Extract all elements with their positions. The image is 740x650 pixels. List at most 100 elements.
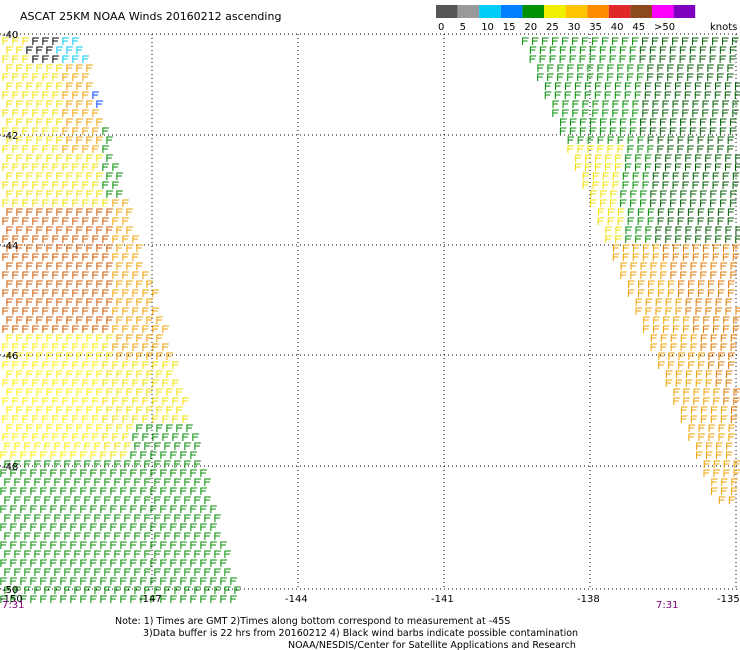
wind-barb	[665, 298, 673, 306]
wind-barb	[670, 271, 677, 279]
wind-barb	[12, 235, 19, 243]
wind-barb	[56, 154, 63, 162]
wind-barb	[152, 289, 159, 297]
wind-barb	[56, 316, 63, 324]
wind-barb	[72, 271, 79, 279]
wind-barb	[647, 73, 654, 81]
wind-barb	[617, 64, 624, 72]
wind-barb	[692, 181, 700, 189]
wind-barb	[2, 91, 9, 99]
wind-barb	[660, 199, 667, 207]
wind-barb	[597, 73, 604, 81]
wind-barb	[86, 388, 93, 396]
wind-barb	[26, 280, 33, 288]
wind-barb	[42, 37, 49, 45]
wind-barb	[160, 577, 167, 585]
wind-barb	[687, 289, 695, 297]
wind-barb	[140, 559, 147, 567]
wind-barb	[52, 91, 59, 99]
wind-barb	[16, 280, 23, 288]
wind-barb	[24, 478, 31, 486]
wind-barb	[665, 379, 673, 387]
wind-barb	[72, 433, 79, 441]
wind-barb	[46, 370, 53, 378]
wind-barb	[94, 514, 101, 522]
wind-barb	[162, 433, 169, 441]
wind-barb	[614, 82, 622, 90]
wind-barb	[124, 514, 131, 522]
wind-barb	[22, 127, 29, 135]
wind-barb	[72, 145, 79, 153]
wind-barb	[678, 280, 685, 288]
wind-barb	[124, 532, 131, 540]
wind-barb	[132, 433, 139, 441]
wind-barb	[96, 406, 103, 414]
wind-barb	[110, 505, 117, 513]
wind-barb	[592, 181, 600, 189]
wind-barb	[72, 325, 79, 333]
wind-barb	[722, 109, 729, 117]
wind-barb	[94, 478, 101, 486]
wind-barb	[32, 325, 39, 333]
wind-barb	[104, 478, 111, 486]
wind-barb	[695, 370, 703, 378]
wind-barb	[42, 109, 49, 117]
wind-barb	[230, 595, 237, 603]
wind-barb	[184, 550, 191, 558]
wind-barb	[579, 55, 587, 63]
wind-barb	[86, 190, 93, 198]
wind-barb	[130, 469, 137, 477]
wind-barb	[66, 316, 73, 324]
wind-barb	[62, 37, 69, 45]
wind-barb	[144, 442, 151, 450]
wind-barb	[662, 109, 669, 117]
wind-barb	[602, 181, 610, 189]
wind-barb	[688, 433, 695, 441]
wind-barb	[96, 190, 103, 198]
wind-barb	[170, 451, 177, 459]
wind-barb	[717, 136, 725, 144]
note-line-2: 3)Data buffer is 22 hrs from 20160212 4)…	[143, 628, 578, 639]
wind-barb	[72, 55, 79, 63]
wind-barb	[650, 343, 658, 351]
wind-barb	[52, 379, 59, 387]
wind-barb	[84, 514, 91, 522]
wind-barb	[56, 82, 63, 90]
wind-barb	[620, 271, 627, 279]
wind-barb	[726, 442, 733, 450]
wind-barb	[10, 487, 17, 495]
wind-barb	[152, 361, 159, 369]
wind-barb	[16, 226, 23, 234]
wind-barb	[6, 316, 13, 324]
legend-label: >50	[654, 22, 675, 33]
wind-barb	[120, 559, 127, 567]
wind-barb	[652, 172, 660, 180]
wind-barb	[2, 307, 9, 315]
time-label-left: 7:31	[2, 600, 24, 611]
wind-barb	[170, 541, 177, 549]
wind-barb	[46, 190, 53, 198]
wind-barb	[707, 64, 714, 72]
wind-barb	[160, 505, 167, 513]
wind-barb	[140, 541, 147, 549]
wind-barb	[42, 73, 49, 81]
wind-barb	[92, 361, 99, 369]
wind-barb	[614, 91, 622, 99]
wind-barb	[692, 172, 700, 180]
wind-barb	[582, 181, 590, 189]
wind-barb	[697, 64, 704, 72]
wind-barb	[702, 37, 709, 45]
wind-barb	[150, 541, 157, 549]
wind-barb	[84, 442, 91, 450]
wind-barb	[642, 37, 649, 45]
wind-barb	[529, 55, 537, 63]
legend-swatch	[673, 5, 696, 18]
wind-barb	[685, 307, 692, 315]
wind-barb	[672, 37, 679, 45]
wind-barb	[14, 586, 21, 594]
wind-barb	[184, 442, 191, 450]
wind-barb	[34, 586, 41, 594]
wind-barb	[184, 568, 191, 576]
wind-barb	[22, 343, 29, 351]
wind-barb	[130, 559, 137, 567]
